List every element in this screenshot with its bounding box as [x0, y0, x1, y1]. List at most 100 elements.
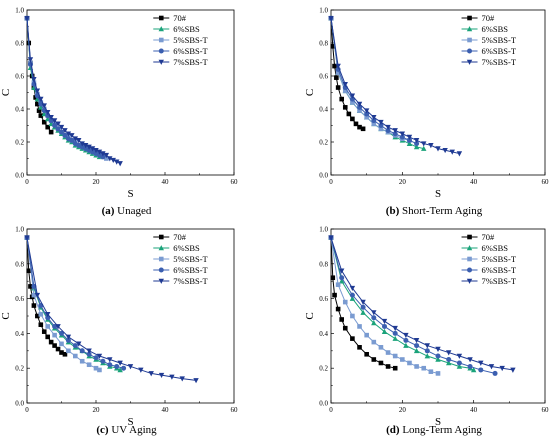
data-point — [138, 367, 144, 373]
data-point — [378, 123, 384, 128]
data-point — [76, 341, 82, 347]
caption-letter: (c) — [96, 424, 109, 436]
data-point — [89, 146, 96, 152]
data-point — [38, 96, 44, 102]
series-70# — [328, 15, 366, 132]
data-point — [59, 350, 64, 355]
legend-marker — [158, 59, 164, 65]
data-point — [82, 143, 89, 149]
y-tick-label: 0.6 — [319, 295, 328, 303]
legend-marker — [466, 245, 473, 251]
data-point — [65, 131, 72, 137]
legend-label: 7%SBS-T — [482, 57, 517, 67]
series-line — [330, 237, 496, 374]
data-point — [158, 372, 165, 379]
data-point — [103, 152, 110, 159]
legend-label: 7%SBS-T — [173, 57, 208, 67]
data-point — [24, 15, 30, 22]
data-point — [335, 70, 341, 75]
data-point — [100, 151, 106, 157]
series-line — [330, 18, 410, 141]
data-point — [435, 356, 441, 362]
legend-label: 70# — [173, 232, 187, 242]
legend-label: 70# — [482, 13, 496, 23]
chart-panel-2: 0 20 40 60 0.0 0.2 0.4 0.6 0.8 1.0 S C 70#6%SBS5%SBS… — [304, 7, 549, 218]
y-tick-label: 0.4 — [15, 106, 24, 114]
data-point — [385, 124, 391, 131]
series-line — [330, 237, 474, 371]
data-point — [357, 324, 362, 329]
data-point — [403, 332, 409, 339]
legend-label: 6%SBS-T — [173, 265, 208, 275]
legend-label: 7%SBS-T — [173, 276, 208, 286]
data-point — [478, 360, 484, 366]
data-point — [121, 365, 127, 371]
legend-label: 70# — [173, 13, 187, 23]
legend-marker — [467, 256, 472, 262]
data-point — [339, 278, 345, 284]
data-point — [392, 365, 398, 371]
y-tick-label: 0.4 — [319, 106, 328, 114]
y-axis-title: C — [304, 89, 316, 96]
data-point — [406, 140, 413, 146]
data-point — [499, 365, 505, 372]
legend-marker — [467, 15, 472, 21]
legend-marker — [158, 48, 164, 54]
data-point — [364, 351, 369, 357]
y-tick-label: 1.0 — [319, 226, 328, 234]
data-point — [339, 317, 344, 322]
data-point — [97, 367, 102, 373]
data-point — [45, 334, 50, 340]
data-point — [34, 292, 41, 299]
legend-marker — [158, 256, 164, 262]
data-point — [342, 81, 348, 88]
data-point — [55, 126, 61, 132]
data-point — [392, 353, 398, 359]
x-axis-title: S — [435, 416, 441, 428]
data-point — [456, 360, 462, 366]
data-point — [371, 310, 377, 316]
data-point — [86, 144, 92, 150]
panel-caption: (a) Unaged — [102, 205, 152, 217]
data-point — [35, 101, 40, 107]
data-point — [41, 329, 47, 334]
data-point — [435, 146, 441, 152]
y-tick-label: 0.8 — [15, 40, 24, 48]
data-point — [93, 365, 99, 371]
data-point — [58, 124, 65, 131]
legend-marker — [467, 37, 472, 43]
data-point — [435, 371, 441, 376]
data-point — [424, 343, 430, 349]
data-point — [45, 311, 51, 318]
legend-marker — [466, 59, 473, 65]
data-point — [96, 149, 103, 155]
data-point — [349, 292, 355, 298]
data-point — [510, 367, 516, 373]
data-point — [478, 367, 484, 373]
legend-label: 7%SBS-T — [482, 276, 517, 286]
legend-marker — [467, 267, 473, 273]
data-point — [27, 57, 34, 63]
series-5%SBS-T — [328, 15, 412, 143]
data-point — [330, 275, 336, 281]
data-point — [41, 108, 47, 114]
data-point — [350, 313, 355, 319]
data-point — [100, 358, 106, 364]
data-point — [62, 351, 68, 357]
data-point — [339, 96, 344, 102]
panel-caption: (c) UV Aging — [96, 424, 157, 436]
data-point — [488, 364, 495, 370]
data-point — [107, 357, 113, 363]
data-point — [350, 116, 355, 122]
data-point — [45, 324, 50, 329]
caption-text: Unaged — [114, 205, 151, 217]
y-tick-label: 0.4 — [15, 330, 24, 338]
caption-letter: (d) — [386, 424, 400, 436]
data-point — [41, 103, 47, 109]
data-point — [52, 343, 57, 348]
x-tick-label: 20 — [399, 406, 407, 414]
legend-label: 5%SBS-T — [482, 35, 517, 45]
x-tick-label: 0 — [25, 406, 29, 414]
series-7%SBS-T — [328, 15, 463, 157]
